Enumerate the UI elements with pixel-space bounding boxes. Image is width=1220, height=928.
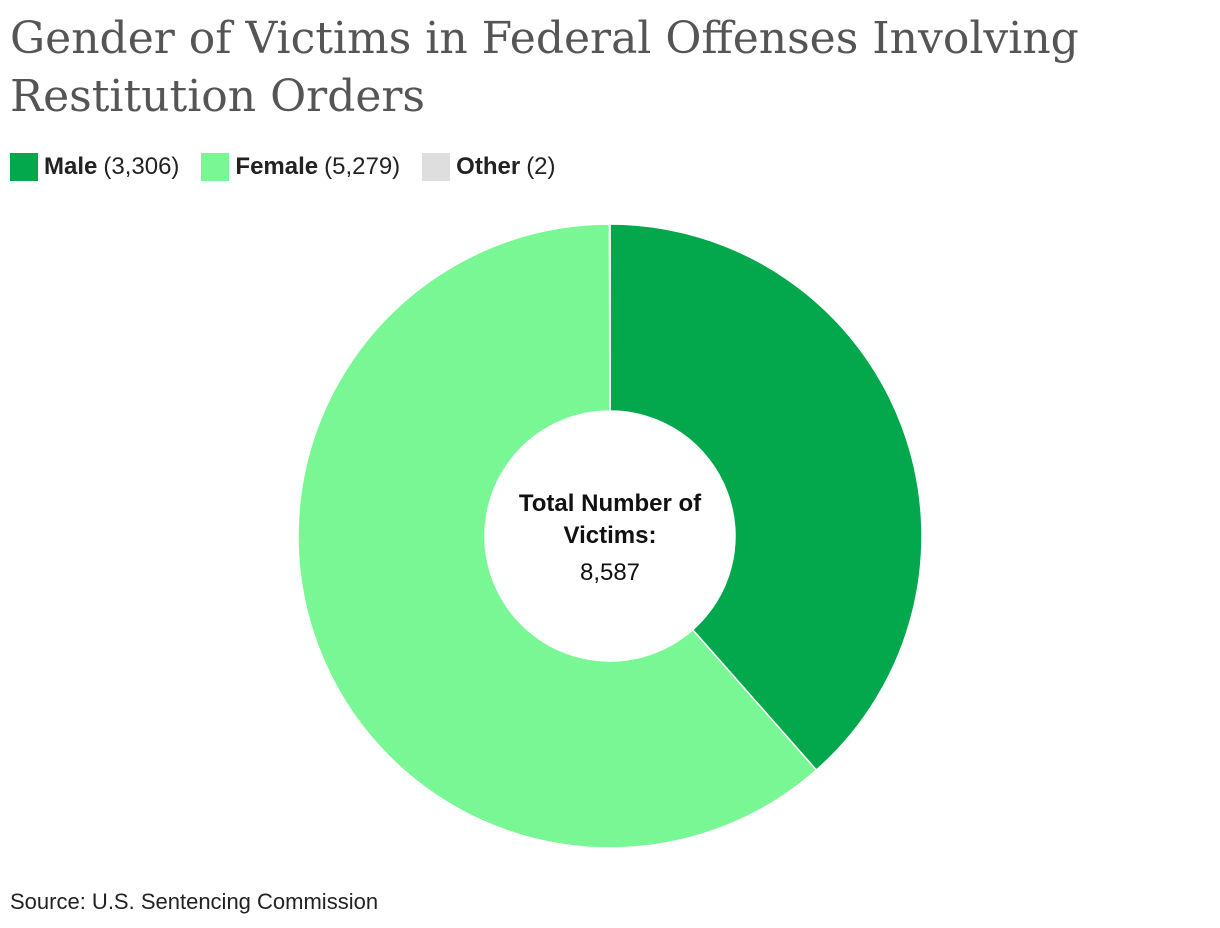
legend-swatch-female: [201, 153, 230, 181]
center-total-value: 8,587: [580, 559, 640, 586]
legend: Male (3,306) Female (5,279) Other (2): [10, 152, 578, 182]
legend-label-female: Female: [235, 153, 319, 180]
legend-count-female: (5,279): [324, 153, 401, 180]
legend-label-other: Other: [456, 153, 521, 180]
chart-title: Gender of Victims in Federal Offenses In…: [10, 13, 1079, 122]
donut-slices: [297, 223, 923, 849]
legend-swatch-male: [10, 153, 38, 181]
source-note: Source: U.S. Sentencing Commission: [10, 889, 379, 914]
legend-item-other: Other (2): [422, 152, 556, 182]
legend-label-male: Male: [44, 153, 98, 180]
legend-count-other: (2): [526, 153, 556, 180]
legend-count-male: (3,306): [103, 153, 180, 180]
legend-swatch-other: [422, 153, 451, 181]
slice-male: [609, 223, 923, 772]
legend-item-male: Male (3,306): [10, 152, 179, 182]
center-label-line2: Victims:: [564, 522, 657, 549]
legend-item-female: Female (5,279): [201, 152, 400, 182]
center-label-line1: Total Number of: [519, 490, 702, 517]
slice-female: [297, 223, 818, 849]
